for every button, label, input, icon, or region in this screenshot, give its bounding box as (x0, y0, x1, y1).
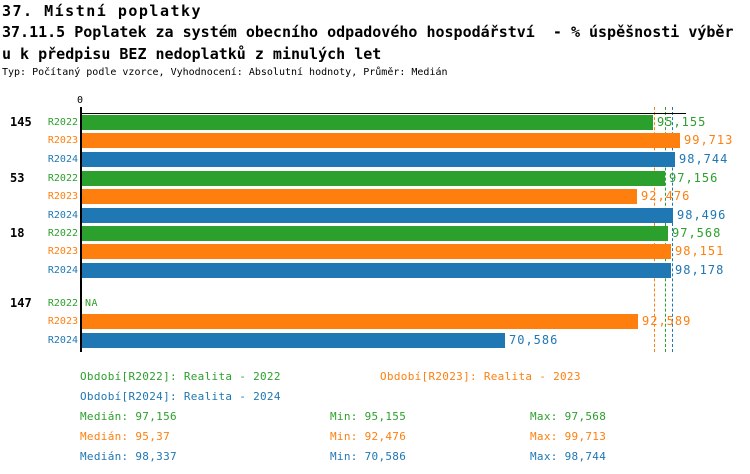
group-label: 18 (10, 226, 25, 240)
bar-year-label: R2024 (47, 335, 78, 346)
stat-median-r2024: Medián: 98,337 (80, 450, 177, 463)
axis-top-line (80, 113, 686, 114)
stat-max-r2022: Max: 97,568 (530, 410, 607, 423)
bar-r2022 (82, 226, 668, 241)
group-label: 145 (10, 115, 32, 129)
bar-value-label: 92,589 (642, 314, 692, 328)
stat-max-r2023: Max: 99,713 (530, 430, 607, 443)
group-label: 147 (10, 296, 32, 310)
chart-meta: Typ: Počítaný podle vzorce, Vyhodnocení:… (2, 67, 448, 78)
bar-value-label: 98,744 (679, 152, 729, 166)
axis-vertical-line (80, 113, 82, 352)
legend-item-r2024: Období[R2024]: Realita - 2024 (80, 390, 281, 403)
bar-year-label: R2023 (47, 135, 78, 146)
median-line-r2024 (672, 107, 673, 352)
bar-year-label: R2023 (47, 191, 78, 202)
indicator-title-line2: u k předpisu BEZ nedoplatků z minulých l… (2, 45, 382, 63)
legend-item-r2022: Období[R2022]: Realita - 2022 (80, 370, 281, 383)
indicator-title-line1: 37.11.5 Poplatek za systém obecního odpa… (2, 23, 734, 41)
bar-r2022 (82, 171, 665, 186)
bar-value-label: 98,178 (675, 263, 725, 277)
axis-zero-tick-mark (80, 107, 82, 113)
bar-year-label: R2024 (47, 154, 78, 165)
bar-value-label: 99,713 (684, 133, 734, 147)
bar-value-label: 70,586 (509, 333, 559, 347)
stat-median-r2022: Medián: 97,156 (80, 410, 177, 423)
bar-r2023 (82, 189, 637, 204)
stat-max-r2024: Max: 98,744 (530, 450, 607, 463)
stat-min-r2022: Min: 95,155 (330, 410, 407, 423)
bar-year-label: R2022 (47, 173, 78, 184)
bar-value-label: 98,496 (677, 208, 727, 222)
bar-r2022 (82, 115, 653, 130)
bar-value-label: 92,476 (641, 189, 691, 203)
bar-value-label: 98,151 (675, 244, 725, 258)
stat-min-r2024: Min: 70,586 (330, 450, 407, 463)
bar-year-label: R2022 (47, 117, 78, 128)
group-label: 53 (10, 171, 25, 185)
bar-year-label: R2022 (47, 228, 78, 239)
axis-zero-tick-label: 0 (77, 95, 84, 106)
bar-r2024 (82, 263, 671, 278)
bar-value-label: 97,156 (669, 171, 719, 185)
stat-min-r2023: Min: 92,476 (330, 430, 407, 443)
legend-item-r2023: Období[R2023]: Realita - 2023 (380, 370, 581, 383)
bar-r2024 (82, 208, 673, 223)
bar-r2023 (82, 244, 671, 259)
bar-r2023 (82, 133, 680, 148)
bar-year-label: R2024 (47, 265, 78, 276)
section-title: 37. Místní poplatky (2, 2, 203, 20)
bar-r2024 (82, 333, 505, 348)
bar-year-label: R2022 (47, 298, 78, 309)
bar-value-label: 97,568 (672, 226, 722, 240)
bar-year-label: R2023 (47, 246, 78, 257)
stat-median-r2023: Medián: 95,37 (80, 430, 170, 443)
bar-r2023 (82, 314, 638, 329)
bar-value-na-label: NA (85, 298, 99, 309)
bar-year-label: R2023 (47, 316, 78, 327)
bar-r2024 (82, 152, 675, 167)
bar-value-label: 95,155 (657, 115, 707, 129)
bar-year-label: R2024 (47, 210, 78, 221)
